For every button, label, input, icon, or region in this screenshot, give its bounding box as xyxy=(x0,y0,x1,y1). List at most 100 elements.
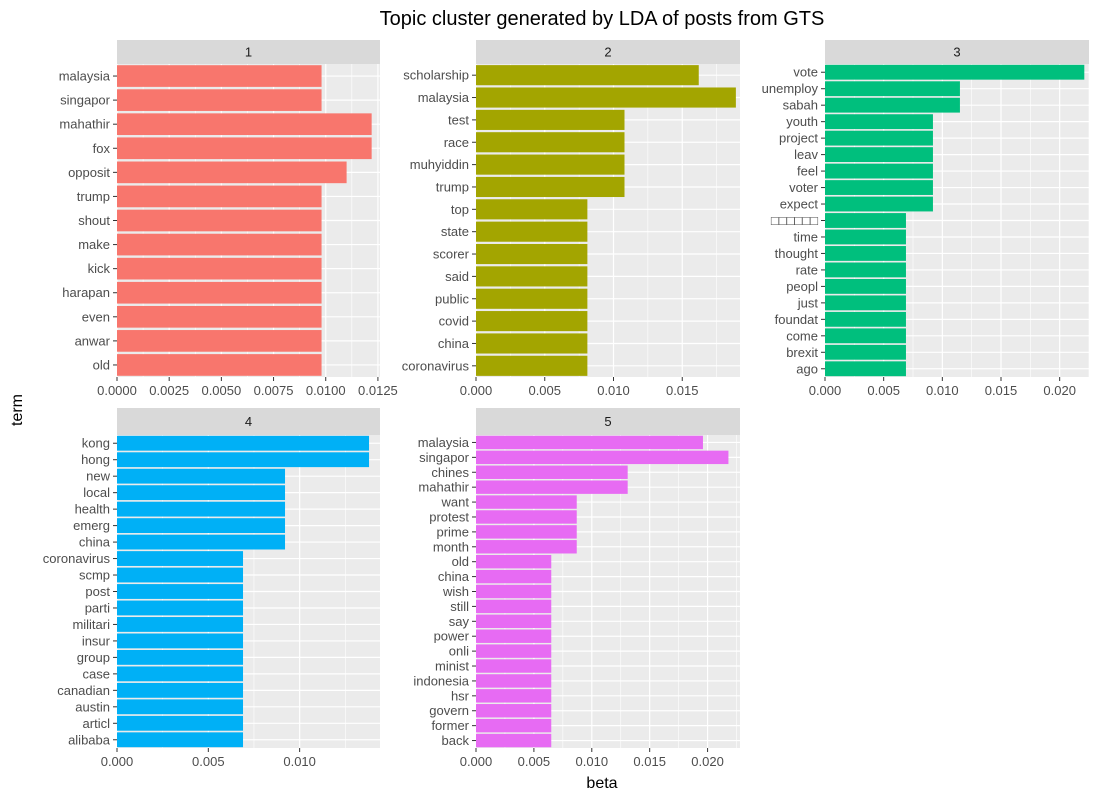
term-label: indonesia xyxy=(413,673,469,688)
bar-even xyxy=(117,305,322,328)
term-label: shout xyxy=(78,213,110,228)
bar-singapor xyxy=(476,450,729,465)
bar-hsr xyxy=(476,689,552,703)
x-tick-label: 0.010 xyxy=(926,383,959,398)
bar-malaysia xyxy=(476,435,703,450)
bar-ago xyxy=(825,361,906,377)
bar-austin xyxy=(117,699,244,715)
term-label: want xyxy=(441,495,470,510)
term-label: old xyxy=(452,554,469,569)
bar-malaysia xyxy=(476,87,736,108)
x-tick-label: 0.0050 xyxy=(201,383,241,398)
term-label: even xyxy=(82,309,110,324)
bar-govern xyxy=(476,704,552,718)
bar-local xyxy=(117,485,286,501)
facet-strip-label: 2 xyxy=(604,45,611,60)
x-tick-label: 0.000 xyxy=(460,754,493,769)
x-tick-label: 0.015 xyxy=(633,754,666,769)
bar-power xyxy=(476,629,552,643)
bar-opposit xyxy=(117,161,347,184)
bar-fox xyxy=(117,137,372,160)
term-label: group xyxy=(77,650,110,665)
x-tick-label: 0.000 xyxy=(809,383,842,398)
bar-group xyxy=(117,649,244,665)
term-label: expect xyxy=(780,197,819,212)
bar-onli xyxy=(476,644,552,658)
term-label: hong xyxy=(81,452,110,467)
term-label: just xyxy=(797,295,819,310)
bar-prime xyxy=(476,525,577,539)
term-label: malaysia xyxy=(418,90,470,105)
facet-strip xyxy=(476,40,740,64)
bar-shout xyxy=(117,209,322,232)
x-tick-label: 0.020 xyxy=(1043,383,1076,398)
term-label: said xyxy=(445,269,469,284)
y-axis-title: term xyxy=(9,394,26,426)
bar-sabah xyxy=(825,97,960,113)
term-label: scmp xyxy=(79,568,110,583)
bar-youth xyxy=(825,114,933,130)
bar-china xyxy=(117,534,286,550)
bar-alibaba xyxy=(117,732,244,748)
term-label: covid xyxy=(439,314,469,329)
term-label: post xyxy=(85,584,110,599)
term-label: opposit xyxy=(68,165,110,180)
bar-muhyiddin xyxy=(476,154,625,175)
bar-former xyxy=(476,718,552,733)
bar-harapan xyxy=(117,281,322,304)
term-label: anwar xyxy=(75,333,111,348)
term-label: sabah xyxy=(783,98,818,113)
term-label: test xyxy=(448,112,469,127)
term-label: fox xyxy=(93,141,111,156)
bar-scorer xyxy=(476,243,588,265)
bar-new xyxy=(117,468,286,484)
term-label: peopl xyxy=(786,279,818,294)
term-label: prime xyxy=(436,524,469,539)
x-tick-label: 0.0000 xyxy=(97,383,137,398)
x-axis-title: beta xyxy=(586,775,617,792)
bar-case xyxy=(117,666,244,682)
facet-strip-label: 5 xyxy=(604,414,611,429)
facet-strip xyxy=(825,40,1089,64)
x-tick-label: 0.005 xyxy=(192,754,225,769)
bar-trump xyxy=(117,185,322,208)
facet-panel-2: 2 scholarship malaysia test race muhyiddin tru… xyxy=(402,40,740,398)
term-label: mahathir xyxy=(59,117,110,132)
term-label: harapan xyxy=(62,285,110,300)
x-tick-label: 0.0100 xyxy=(306,383,346,398)
bar-month xyxy=(476,540,577,554)
term-label: race xyxy=(444,135,469,150)
term-label: protest xyxy=(429,509,469,524)
term-label: china xyxy=(79,535,111,550)
term-label: kick xyxy=(88,261,111,276)
term-label: say xyxy=(449,614,470,629)
term-label: govern xyxy=(429,703,469,718)
bar-feel xyxy=(825,163,933,179)
term-label: chines xyxy=(431,465,469,480)
facet-panel-5: 5 malaysiasingaporchinesmahathirwantprote… xyxy=(413,408,740,769)
x-tick-label: 0.0125 xyxy=(358,383,398,398)
bar-wish xyxy=(476,584,552,599)
term-label: public xyxy=(435,291,469,306)
term-label: scholarship xyxy=(403,68,469,83)
x-tick-label: 0.010 xyxy=(576,754,609,769)
bar-vote xyxy=(825,64,1085,80)
x-tick-label: 0.015 xyxy=(985,383,1018,398)
term-label: feel xyxy=(797,164,818,179)
bar-coronavirus xyxy=(476,355,588,376)
term-label: voter xyxy=(789,180,819,195)
bar-chines xyxy=(476,465,628,479)
term-label: wish xyxy=(442,584,469,599)
x-tick-label: 0.000 xyxy=(460,383,493,398)
term-label: back xyxy=(442,733,470,748)
facet-strip-label: 4 xyxy=(245,414,252,429)
term-label: coronavirus xyxy=(43,551,111,566)
bar-kick xyxy=(117,257,322,280)
term-label: make xyxy=(78,237,110,252)
bar-scmp xyxy=(117,567,244,583)
term-label: vote xyxy=(793,65,818,80)
bar-post xyxy=(117,584,244,599)
term-label: articl xyxy=(83,716,111,731)
bar-covid xyxy=(476,311,588,332)
